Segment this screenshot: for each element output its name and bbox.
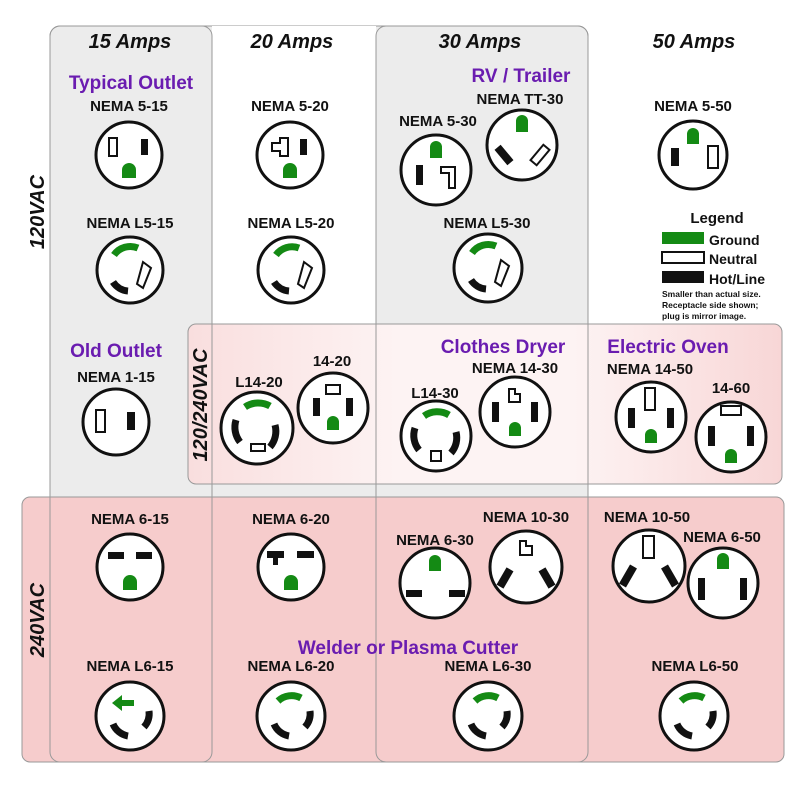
category-clothes-dryer: Clothes Dryer	[441, 337, 566, 358]
label-nema-5-20: NEMA 5-20	[251, 98, 329, 115]
legend-note-2: Receptacle side shown;	[662, 300, 759, 310]
label-14-20: 14-20	[313, 353, 351, 370]
category-electric-oven: Electric Oven	[607, 337, 728, 358]
receptacle-nema-5-20	[255, 120, 325, 190]
receptacle-nema-l5-20	[256, 235, 326, 305]
receptacle-nema-5-15	[94, 120, 164, 190]
label-l14-30: L14-30	[411, 385, 459, 402]
receptacle-nema-6-15	[95, 532, 165, 602]
category-welder: Welder or Plasma Cutter	[298, 638, 519, 659]
receptacle-nema-10-30	[488, 529, 564, 605]
label-nema-6-50: NEMA 6-50	[683, 529, 761, 546]
label-nema-tt-30: NEMA TT-30	[477, 91, 564, 108]
label-nema-l6-30: NEMA L6-30	[445, 658, 532, 675]
receptacle-nema-6-20	[256, 532, 326, 602]
legend-hot-swatch	[662, 271, 704, 283]
label-l14-20: L14-20	[235, 374, 283, 391]
label-nema-14-50: NEMA 14-50	[607, 361, 693, 378]
label-nema-10-30: NEMA 10-30	[483, 509, 569, 526]
label-nema-l5-30: NEMA L5-30	[444, 215, 531, 232]
legend-note-3: plug is mirror image.	[662, 311, 746, 321]
receptacle-nema-10-50	[611, 528, 687, 604]
receptacle-nema-6-50	[686, 546, 760, 620]
label-nema-1-15: NEMA 1-15	[77, 369, 155, 386]
legend: Legend Ground Neutral Hot/Line Smaller t…	[661, 210, 765, 321]
label-nema-5-30: NEMA 5-30	[399, 113, 477, 130]
receptacle-nema-14-30	[478, 375, 552, 449]
legend-ground-label: Ground	[709, 232, 760, 248]
legend-hot-label: Hot/Line	[709, 271, 765, 287]
receptacle-l14-20	[219, 390, 295, 466]
legend-note-1: Smaller than actual size.	[662, 289, 761, 299]
receptacle-nema-l6-15	[94, 680, 166, 752]
label-nema-10-50: NEMA 10-50	[604, 509, 690, 526]
label-nema-6-20: NEMA 6-20	[252, 511, 330, 528]
receptacle-l14-30	[399, 399, 473, 473]
receptacle-nema-6-30	[398, 546, 472, 620]
label-nema-l6-50: NEMA L6-50	[652, 658, 739, 675]
legend-neutral-label: Neutral	[709, 251, 757, 267]
column-header-50: 50 Amps	[653, 31, 736, 53]
column-header-20: 20 Amps	[250, 31, 334, 53]
voltage-label-240: 240VAC	[27, 582, 49, 658]
receptacle-nema-l6-50	[658, 680, 730, 752]
receptacle-nema-14-50	[614, 380, 688, 454]
legend-neutral-swatch	[661, 251, 705, 264]
voltage-label-120-240: 120/240VAC	[190, 348, 212, 462]
receptacle-14-20	[296, 371, 370, 445]
voltage-label-120: 120VAC	[27, 174, 49, 249]
receptacle-nema-5-50	[657, 119, 729, 191]
category-typical-outlet: Typical Outlet	[69, 73, 194, 94]
label-nema-5-15: NEMA 5-15	[90, 98, 168, 115]
label-nema-6-30: NEMA 6-30	[396, 532, 474, 549]
label-nema-l5-15: NEMA L5-15	[87, 215, 174, 232]
receptacle-nema-1-15	[81, 387, 151, 457]
column-header-15: 15 Amps	[89, 31, 172, 53]
receptacle-nema-l6-20	[255, 680, 327, 752]
label-14-60: 14-60	[712, 380, 750, 397]
receptacle-nema-l5-15	[95, 235, 165, 305]
label-nema-14-30: NEMA 14-30	[472, 360, 558, 377]
receptacle-14-60	[694, 400, 768, 474]
receptacle-nema-l6-30	[452, 680, 524, 752]
category-old-outlet: Old Outlet	[70, 341, 163, 362]
column-30-frame	[375, 25, 589, 763]
label-nema-l5-20: NEMA L5-20	[248, 215, 335, 232]
label-nema-l6-20: NEMA L6-20	[248, 658, 335, 675]
receptacle-nema-tt-30	[485, 108, 559, 182]
column-header-30: 30 Amps	[439, 31, 522, 53]
label-nema-6-15: NEMA 6-15	[91, 511, 169, 528]
receptacle-nema-l5-30	[452, 232, 524, 304]
legend-ground-swatch	[662, 232, 704, 244]
legend-title: Legend	[690, 210, 743, 227]
label-nema-5-50: NEMA 5-50	[654, 98, 732, 115]
receptacle-nema-5-30	[399, 133, 473, 207]
category-rv-trailer: RV / Trailer	[472, 66, 572, 87]
label-nema-l6-15: NEMA L6-15	[87, 658, 174, 675]
column-15-frame	[49, 25, 213, 763]
